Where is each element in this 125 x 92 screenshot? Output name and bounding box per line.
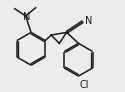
- Text: Cl: Cl: [79, 80, 89, 90]
- Text: N: N: [85, 16, 92, 25]
- Text: N: N: [23, 12, 30, 22]
